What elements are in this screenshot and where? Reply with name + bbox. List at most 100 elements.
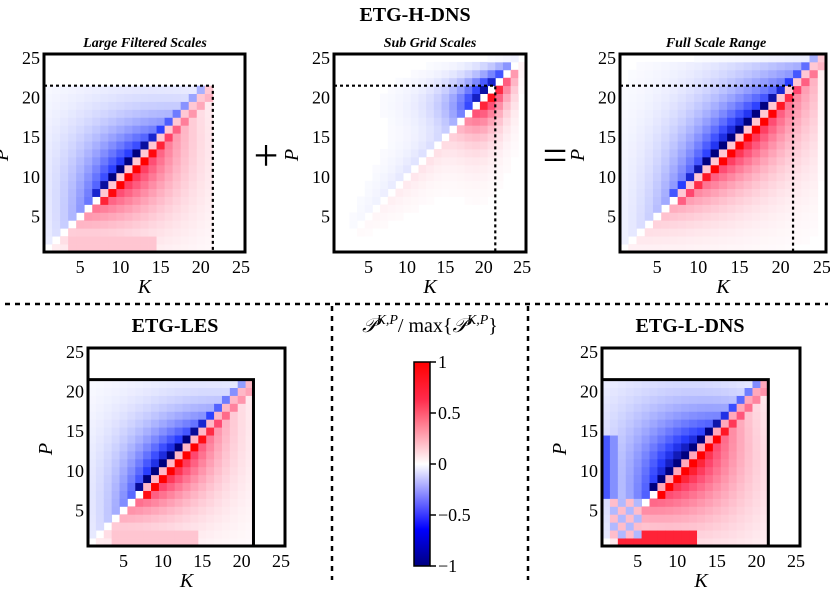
heatmap-cell (649, 458, 658, 468)
heatmap-cell (410, 133, 419, 142)
heatmap-cell (702, 188, 712, 197)
heatmap-cell (760, 69, 769, 79)
heatmap-cell (148, 212, 157, 221)
heatmap-cell (143, 530, 152, 539)
heatmap-cell (718, 228, 728, 237)
y-axis-label: P (281, 149, 303, 162)
y-axis-label: P (35, 443, 57, 456)
heatmap-cell (135, 435, 144, 444)
heatmap-cell (661, 133, 670, 142)
heatmap-cell (143, 435, 152, 444)
colorbar-label-sup-2: K,P (466, 313, 489, 328)
heatmap-cell (736, 395, 745, 404)
heatmap-cell (817, 156, 827, 166)
heatmap-cell (172, 149, 182, 158)
heatmap-cell (76, 141, 85, 150)
heatmap-cell (809, 228, 819, 237)
heatmap-cell (103, 498, 113, 507)
heatmap-cell (728, 419, 738, 428)
heatmap-cell (441, 141, 450, 150)
heatmap-cell (718, 172, 728, 182)
heatmap-cell (720, 514, 730, 523)
heatmap-cell (641, 514, 650, 523)
heatmap-cell (809, 101, 819, 110)
heatmap-cell (180, 133, 190, 142)
heatmap-cell (188, 164, 198, 174)
heatmap-cell (135, 538, 144, 547)
heatmap-cell (735, 69, 744, 79)
heatmap-cell (140, 212, 149, 221)
heatmap-cell (387, 180, 396, 190)
heatmap-cell (609, 482, 619, 491)
heatmap-cell (349, 220, 358, 229)
heatmap-cell (689, 443, 698, 452)
heatmap-cell (649, 443, 658, 452)
heatmap-cell (760, 538, 769, 547)
x-tick-label: 25 (513, 257, 531, 277)
heatmap-cell (751, 196, 761, 205)
heatmap-cell (229, 530, 239, 539)
heatmap-cell (245, 474, 254, 484)
heatmap-cell (652, 172, 662, 182)
heatmap-cell (636, 244, 646, 253)
heatmap-cell (206, 474, 215, 484)
heatmap-cell (119, 474, 128, 484)
heatmap-cell (143, 458, 152, 468)
heatmap-cell (617, 498, 627, 507)
heatmap-cell (88, 411, 97, 420)
heatmap-cell (620, 180, 629, 190)
heatmap-cell (751, 212, 761, 221)
heatmap-cell (158, 419, 168, 428)
heatmap-cell (127, 514, 136, 523)
heatmap-cell (245, 466, 254, 476)
heatmap-cell (456, 180, 465, 190)
heatmap-cell (143, 514, 152, 523)
heatmap-cell (710, 220, 720, 229)
heatmap-cell (158, 458, 168, 468)
heatmap-cell (704, 538, 714, 547)
heatmap-cell (673, 450, 682, 460)
heatmap-cell (677, 69, 687, 79)
heatmap-cell (174, 443, 183, 452)
heatmap-cell (151, 427, 160, 436)
heatmap-cell (196, 228, 206, 237)
heatmap-cell (694, 101, 703, 110)
heatmap-cell (229, 435, 239, 444)
heatmap-cell (702, 149, 712, 158)
heatmap-cell (665, 395, 674, 404)
heatmap-cell (809, 141, 819, 150)
heatmap-cell (487, 188, 496, 197)
heatmap-cell (143, 538, 152, 547)
heatmap-cell (685, 220, 695, 229)
heatmap-cell (620, 236, 629, 245)
heatmap-cell (108, 141, 117, 150)
heatmap-cell (221, 538, 231, 547)
heatmap-cell (760, 395, 769, 404)
heatmap-cell (727, 54, 736, 63)
y-tick-label: 25 (580, 342, 598, 362)
heatmap-cell (609, 538, 619, 547)
heatmap-cell (625, 522, 635, 531)
heatmap-cell (100, 164, 109, 174)
heatmap-cell (387, 141, 396, 150)
heatmap-cell (52, 117, 61, 126)
heatmap-cell (84, 244, 93, 253)
heatmap-cell (148, 204, 157, 213)
heatmap-cell (736, 387, 745, 396)
heatmap-cell (190, 419, 199, 428)
heatmap-cell (135, 498, 144, 507)
heatmap-cell (395, 188, 404, 197)
heatmap-cell (172, 180, 182, 190)
heatmap-cell (652, 77, 662, 87)
heatmap-cell (156, 101, 165, 110)
heatmap-cell (100, 117, 109, 126)
heatmap-cell (158, 498, 168, 507)
heatmap-cell (148, 164, 157, 174)
heatmap-cell (776, 164, 786, 174)
heatmap-cell (449, 61, 458, 71)
heatmap-cell (148, 125, 157, 134)
heatmap-cell (617, 395, 627, 404)
heatmap-cell (685, 164, 695, 174)
heatmap-cell (502, 85, 512, 94)
heatmap-cell (127, 530, 136, 539)
